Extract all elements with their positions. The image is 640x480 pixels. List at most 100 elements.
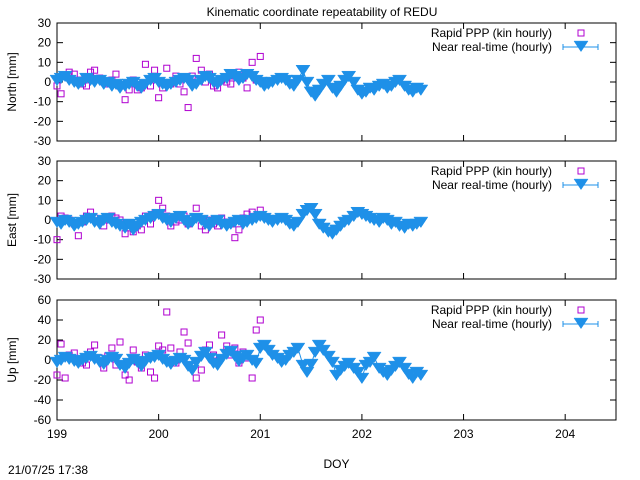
y-tick-label: 0	[44, 75, 51, 89]
y-axis-label: East [mm]	[5, 193, 19, 247]
y-tick-label: 30	[38, 154, 52, 168]
near-real-time-point	[413, 369, 429, 382]
near-real-time-point	[350, 366, 366, 379]
rapid-ppp-point	[91, 66, 99, 74]
rapid-ppp-point	[91, 341, 99, 349]
rapid-ppp-point	[577, 306, 585, 314]
legend-label-rapid-ppp: Rapid PPP (kin hourly)	[431, 303, 552, 317]
rapid-ppp-point	[197, 366, 205, 374]
rapid-ppp-point	[163, 64, 171, 72]
y-tick-label: -30	[34, 134, 52, 148]
y-tick-label: 60	[38, 293, 52, 307]
y-axis-label: North [mm]	[5, 52, 19, 111]
rapid-ppp-point	[112, 70, 120, 78]
near-real-time-point	[341, 70, 357, 83]
near-real-time-point	[392, 74, 407, 87]
near-real-time-point	[397, 362, 413, 375]
near-real-time-point	[366, 351, 382, 364]
legend: Rapid PPP (kin hourly)Near real-time (ho…	[431, 303, 599, 331]
rapid-ppp-point	[192, 54, 200, 62]
rapid-ppp-point	[180, 328, 188, 336]
rapid-ppp-point	[577, 29, 585, 37]
y-tick-label: -40	[34, 393, 52, 407]
near-real-time-point	[324, 356, 340, 369]
x-tick-label: 200	[149, 427, 169, 441]
rapid-ppp-point	[74, 232, 82, 240]
y-tick-label: -20	[34, 252, 52, 266]
rapid-ppp-point	[61, 374, 69, 382]
rapid-ppp-point	[57, 340, 65, 348]
legend: Rapid PPP (kin hourly)Near real-time (ho…	[431, 26, 599, 54]
x-tick-label: 199	[47, 427, 67, 441]
rapid-ppp-point	[184, 104, 192, 112]
legend-label-rapid-ppp: Rapid PPP (kin hourly)	[431, 26, 552, 40]
y-tick-label: 0	[44, 213, 51, 227]
legend: Rapid PPP (kin hourly)Near real-time (ho…	[431, 164, 599, 192]
y-tick-label: 0	[44, 353, 51, 367]
rapid-ppp-point	[577, 167, 585, 175]
y-tick-label: -60	[34, 413, 52, 427]
rapid-ppp-point	[243, 84, 251, 92]
rapid-ppp-point	[252, 326, 260, 334]
rapid-ppp-point	[155, 196, 163, 204]
near-real-time-point	[392, 356, 407, 369]
rapid-ppp-point	[57, 90, 65, 98]
near-real-time-point	[303, 358, 319, 371]
legend-label-rapid-ppp: Rapid PPP (kin hourly)	[431, 164, 552, 178]
rapid-ppp-point	[108, 344, 116, 352]
rapid-ppp-point	[125, 376, 133, 384]
y-tick-label: 20	[38, 174, 52, 188]
chart-title: Kinematic coordinate repeatability of RE…	[207, 5, 438, 19]
rapid-ppp-point	[248, 374, 256, 382]
rapid-ppp-point	[231, 234, 239, 242]
near-real-time-point	[248, 357, 264, 370]
near-real-time-point	[413, 84, 429, 96]
x-tick-label: 203	[454, 427, 474, 441]
series-near-real-time	[49, 339, 429, 385]
near-real-time-point	[290, 342, 306, 355]
near-real-time-point	[303, 203, 319, 215]
near-real-time-point	[573, 178, 589, 191]
near-real-time-point	[573, 40, 589, 53]
y-tick-label: 40	[38, 313, 52, 327]
series-near-real-time	[49, 203, 429, 240]
y-tick-label: 10	[38, 55, 52, 69]
near-real-time-point	[295, 65, 311, 77]
rapid-ppp-point	[227, 80, 235, 88]
near-real-time-point	[413, 216, 429, 229]
x-tick-label: 201	[250, 427, 270, 441]
near-real-time-point	[354, 372, 370, 385]
timestamp-label: 21/07/25 17:38	[8, 463, 88, 477]
x-tick-label: 202	[352, 427, 372, 441]
y-tick-label: -20	[34, 373, 52, 387]
y-axis-label: Up [mm]	[5, 337, 19, 382]
rapid-ppp-point	[163, 308, 171, 316]
y-tick-label: 10	[38, 193, 52, 207]
y-tick-label: 30	[38, 16, 52, 30]
legend-label-near-real-time: Near real-time (hourly)	[432, 317, 552, 331]
rapid-ppp-point	[155, 342, 163, 350]
rapid-ppp-point	[151, 374, 159, 382]
near-real-time-point	[320, 350, 336, 363]
series-layer	[49, 52, 429, 112]
rapid-ppp-point	[121, 96, 129, 104]
series-near-real-time	[49, 65, 429, 102]
rapid-ppp-point	[218, 331, 226, 339]
rapid-ppp-point	[192, 204, 200, 212]
near-real-time-point	[573, 317, 589, 330]
near-real-time-point	[188, 356, 204, 369]
rapid-ppp-point	[155, 94, 163, 102]
panel-1: 30 20 10 0 -10 -20 -30 North [mm] Rapid PPP (kin…	[5, 16, 617, 148]
y-tick-label: -30	[34, 272, 52, 286]
near-real-time-point	[299, 76, 315, 89]
near-real-time-point	[290, 216, 306, 229]
rapid-ppp-point	[248, 58, 256, 66]
near-real-time-point	[176, 354, 192, 367]
x-axis-label: DOY	[323, 457, 349, 471]
rapid-ppp-point	[184, 339, 192, 347]
rapid-ppp-point	[116, 338, 124, 346]
rapid-ppp-point	[192, 374, 200, 382]
rapid-ppp-point	[147, 368, 155, 376]
